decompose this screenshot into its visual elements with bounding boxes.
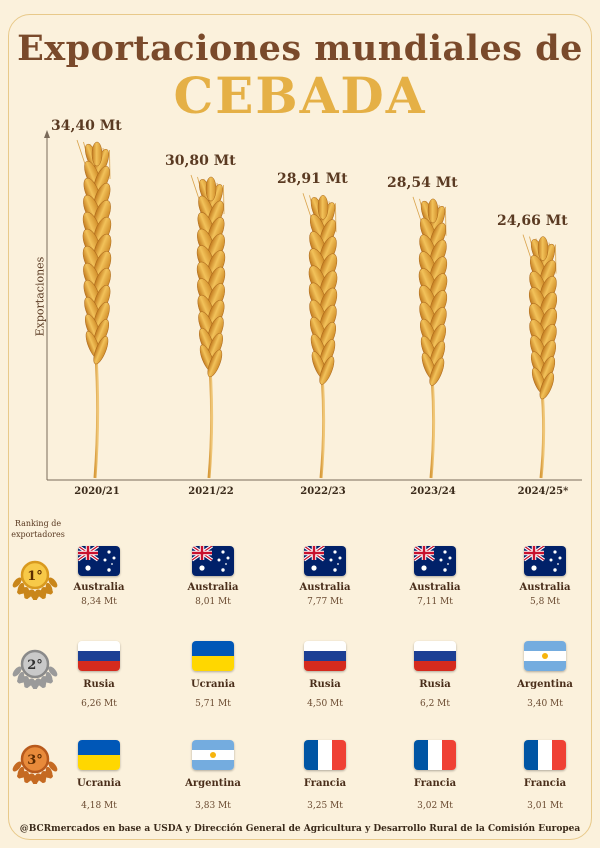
rank-1-value-2: 8,01 Mt <box>195 597 231 607</box>
y-axis-arrow <box>44 130 50 138</box>
title-line-1: Exportaciones mundiales de <box>17 28 583 69</box>
rank-1-country-1: Australia <box>73 582 125 593</box>
australia-flag-icon <box>304 546 346 576</box>
data-label-1: 34,40 Mt <box>51 118 122 134</box>
medal-1-icon: 1° <box>12 554 58 600</box>
rank-2-country-3: Rusia <box>309 679 341 690</box>
rank-3-value-4: 3,02 Mt <box>417 801 453 811</box>
ukraine-flag-icon <box>78 740 120 770</box>
x-tick-2: 2021/22 <box>188 486 234 497</box>
france-flag-icon <box>524 740 566 770</box>
rank-3-country-2: Argentina <box>185 778 241 789</box>
rank-2-country-4: Rusia <box>419 679 451 690</box>
bar-4 <box>412 196 448 479</box>
source-footer: @BCRmercados en base a USDA y Dirección … <box>19 824 581 834</box>
svg-text:2°: 2° <box>27 658 43 673</box>
rank-2-value-2: 5,71 Mt <box>195 699 231 709</box>
ukraine-flag-icon <box>192 641 234 671</box>
rank-1-value-5: 5,8 Mt <box>529 597 560 607</box>
rank-1-country-5: Australia <box>519 582 571 593</box>
australia-flag-icon <box>192 546 234 576</box>
medal-2-icon: 2° <box>12 643 58 689</box>
argentina-flag-icon <box>524 641 566 671</box>
russia-flag-icon <box>414 641 456 671</box>
rank-1-value-3: 7,77 Mt <box>307 597 343 607</box>
australia-flag-icon <box>78 546 120 576</box>
rank-3-country-4: Francia <box>413 778 457 789</box>
data-label-5: 24,66 Mt <box>497 212 568 229</box>
bar-5 <box>522 234 558 479</box>
data-label-2: 30,80 Mt <box>165 152 236 169</box>
rank-2-value-5: 3,40 Mt <box>527 699 563 709</box>
rank-3-value-5: 3,01 Mt <box>527 801 563 811</box>
argentina-flag-icon <box>192 740 234 770</box>
rank-2-country-5: Argentina <box>517 679 573 690</box>
rank-1-country-3: Australia <box>299 582 351 593</box>
data-label-3: 28,91 Mt <box>277 171 348 188</box>
bar-3 <box>302 193 338 479</box>
x-tick-3: 2022/23 <box>300 486 346 497</box>
rank-2-value-3: 4,50 Mt <box>307 699 343 709</box>
rank-1-value-1: 8,34 Mt <box>81 597 117 607</box>
france-flag-icon <box>414 740 456 770</box>
rank-2-country-2: Ucrania <box>190 679 236 690</box>
rank-3-value-3: 3,25 Mt <box>307 801 343 811</box>
chart-area <box>44 130 582 481</box>
rank-1-country-2: Australia <box>187 582 239 593</box>
rank-3-country-1: Ucrania <box>76 778 122 789</box>
australia-flag-icon <box>414 546 456 576</box>
russia-flag-icon <box>78 641 120 671</box>
rank-3-country-5: Francia <box>523 778 567 789</box>
x-tick-1: 2020/21 <box>74 486 120 497</box>
title-line-2: CEBADA <box>173 66 427 125</box>
rank-1-country-4: Australia <box>409 582 461 593</box>
svg-text:1°: 1° <box>27 569 43 584</box>
svg-text:3°: 3° <box>27 753 43 768</box>
rank-2-country-1: Rusia <box>83 679 115 690</box>
rank-2-value-1: 6,26 Mt <box>81 699 117 709</box>
data-label-4: 28,54 Mt <box>387 174 458 191</box>
rank-3-value-2: 3,83 Mt <box>195 801 231 811</box>
bar-1 <box>76 139 112 479</box>
rank-3-country-3: Francia <box>303 778 347 789</box>
russia-flag-icon <box>304 641 346 671</box>
bar-2 <box>190 174 226 479</box>
ranking-heading: Ranking de exportadores <box>11 519 65 539</box>
rank-3-value-1: 4,18 Mt <box>81 801 117 811</box>
medal-3-icon: 3° <box>12 738 58 784</box>
france-flag-icon <box>304 740 346 770</box>
frame-border <box>8 14 592 840</box>
x-tick-5: 2024/25* <box>517 486 569 497</box>
australia-flag-icon <box>524 546 566 576</box>
x-tick-4: 2023/24 <box>410 486 456 497</box>
rank-1-value-4: 7,11 Mt <box>417 597 453 607</box>
rank-2-value-4: 6,2 Mt <box>419 699 450 709</box>
